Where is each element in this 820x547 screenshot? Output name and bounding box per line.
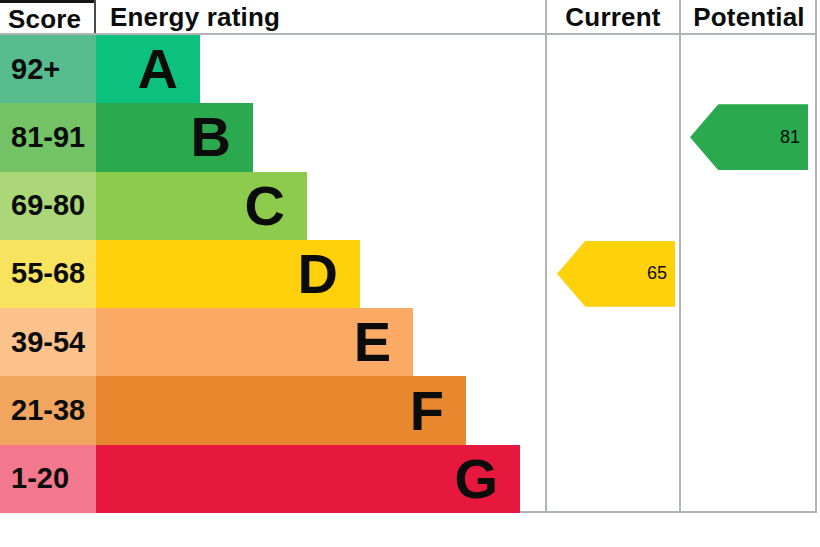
band-letter-a: A	[138, 41, 178, 97]
band-row-g: 1-20 G	[0, 445, 817, 513]
band-bar-a: A	[96, 35, 200, 103]
band-bar-b: B	[96, 103, 253, 171]
band-letter-b: B	[191, 109, 231, 165]
score-range-e: 39-54	[0, 308, 96, 376]
score-range-d: 55-68	[0, 240, 96, 308]
band-bar-f: F	[96, 376, 466, 444]
band-bar-d: D	[96, 240, 360, 308]
header-energy-rating: Energy rating	[96, 0, 546, 35]
header-score: Score	[0, 0, 96, 35]
band-rows: 92+ A 81-91 B 69-80 C 55-68 D 39-54 E 21-38 F 1-20 G	[0, 35, 817, 513]
band-letter-f: F	[410, 383, 444, 439]
current-rating-value: 65	[647, 263, 667, 284]
band-letter-c: C	[245, 178, 285, 234]
band-letter-g: G	[454, 451, 498, 507]
score-range-a: 92+	[0, 35, 96, 103]
epc-energy-rating-chart: Score Energy rating Current Potential 92…	[0, 0, 820, 547]
band-row-f: 21-38 F	[0, 376, 817, 444]
band-bar-e: E	[96, 308, 413, 376]
score-range-b: 81-91	[0, 103, 96, 171]
band-bar-c: C	[96, 172, 307, 240]
band-letter-e: E	[354, 314, 391, 370]
potential-rating-value: 81	[780, 127, 800, 148]
band-row-d: 55-68 D	[0, 240, 817, 308]
band-row-c: 69-80 C	[0, 172, 817, 240]
score-range-f: 21-38	[0, 376, 96, 444]
score-range-g: 1-20	[0, 445, 96, 513]
band-row-a: 92+ A	[0, 35, 817, 103]
band-bar-g: G	[96, 445, 520, 513]
header-current: Current	[546, 0, 680, 35]
band-row-e: 39-54 E	[0, 308, 817, 376]
score-range-c: 69-80	[0, 172, 96, 240]
score-column-divider	[94, 0, 96, 35]
header-potential: Potential	[680, 0, 818, 35]
band-letter-d: D	[298, 246, 338, 302]
